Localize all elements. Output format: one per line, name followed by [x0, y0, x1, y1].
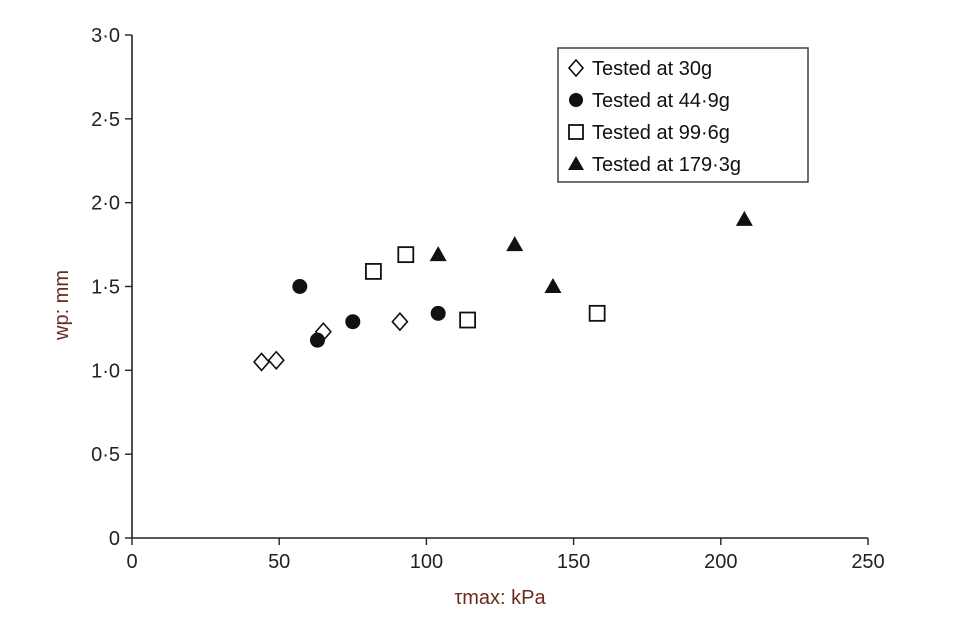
data-point-s1-p1 — [252, 352, 271, 372]
data-point-s1-p4 — [391, 312, 409, 332]
data-point-s2-p3 — [345, 314, 361, 330]
data-point-s1-p2 — [267, 350, 285, 370]
data-point-s3-p2 — [397, 246, 415, 264]
y-tick-label: 1·5 — [91, 277, 120, 299]
data-point-s3-p4 — [588, 304, 606, 322]
legend-marker-3 — [568, 124, 584, 140]
data-point-s3-p3 — [459, 311, 477, 329]
x-tick-label: 50 — [268, 551, 290, 573]
x-tick-label: 0 — [126, 551, 137, 573]
data-points — [252, 210, 753, 372]
data-point-s4-p2 — [506, 236, 524, 252]
y-tick-label: 1·0 — [91, 360, 120, 382]
legend-label-1: Tested at 30g — [592, 58, 712, 80]
y-tick-label: 3·0 — [91, 25, 120, 47]
y-tick-label: 2·0 — [91, 193, 120, 215]
y-tick-label: 0·5 — [91, 444, 120, 466]
y-axis-label: wp: mm — [51, 270, 73, 341]
legend-label-3: Tested at 99·6g — [592, 122, 730, 144]
x-tick-label: 250 — [851, 551, 884, 573]
data-point-s4-p1 — [429, 246, 447, 262]
legend-label-2: Tested at 44·9g — [592, 90, 730, 112]
data-point-s4-p4 — [735, 210, 753, 226]
x-tick-label: 150 — [557, 551, 590, 573]
legend-label-4: Tested at 179·3g — [592, 154, 741, 176]
data-point-s2-p1 — [292, 279, 308, 294]
data-point-s2-p4 — [430, 305, 446, 321]
ticks: 0 50 100 150 200 250 0 0·5 1·0 1·5 2·0 2·5 3·0 — [91, 25, 885, 573]
x-tick-label: 100 — [410, 551, 443, 573]
data-point-s2-p2 — [309, 332, 325, 348]
data-point-s4-p3 — [544, 278, 562, 293]
data-point-s3-p1 — [365, 263, 382, 280]
legend-box — [557, 47, 809, 183]
x-tick-label: 200 — [704, 551, 737, 573]
legend: Tested at 30g Tested at 44·9g Tested at 99… — [557, 47, 809, 183]
y-tick-label: 2·5 — [91, 109, 120, 131]
y-tick-label: 0 — [109, 528, 120, 550]
legend-marker-2 — [569, 93, 583, 107]
legend-marker-4 — [568, 156, 584, 170]
x-axis-label: τmax: kPa — [454, 587, 546, 609]
legend-marker-1 — [567, 58, 585, 78]
